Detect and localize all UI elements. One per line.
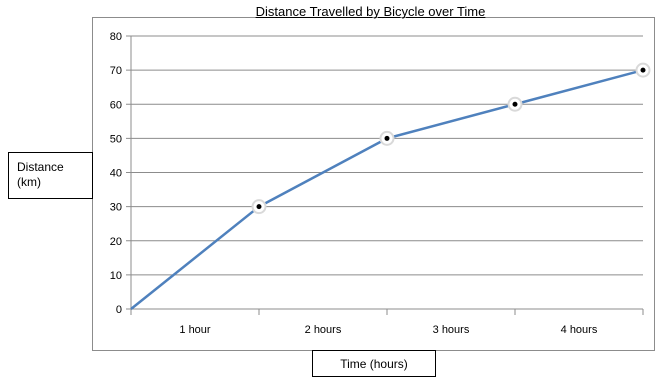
x-tick-label: 1 hour xyxy=(179,324,211,336)
y-axis-label-line-2: (km) xyxy=(17,175,41,189)
y-tick-label: 20 xyxy=(110,236,122,248)
x-tick-label: 2 hours xyxy=(305,324,342,336)
data-point-center xyxy=(640,67,646,73)
y-tick-label: 10 xyxy=(110,270,122,282)
y-tick-label: 0 xyxy=(116,304,122,316)
x-tick-label: 4 hours xyxy=(561,324,598,336)
y-tick-label: 50 xyxy=(110,133,122,145)
data-point-center xyxy=(256,204,262,210)
y-tick-label: 60 xyxy=(110,99,122,111)
data-point-center xyxy=(512,101,518,107)
x-axis-label: Time (hours) xyxy=(312,350,436,377)
series-line xyxy=(130,68,644,310)
y-tick-label: 40 xyxy=(110,168,122,180)
x-tick-label: 3 hours xyxy=(433,324,470,336)
y-tick-label: 70 xyxy=(110,65,122,77)
y-tick-label: 80 xyxy=(110,31,122,43)
y-axis-label: Distance (km) xyxy=(8,152,93,199)
y-axis-label-line-1: Distance xyxy=(17,160,64,174)
chart-title: Distance Travelled by Bicycle over Time xyxy=(255,4,486,19)
data-point-center xyxy=(384,135,390,141)
y-tick-label: 30 xyxy=(110,202,122,214)
